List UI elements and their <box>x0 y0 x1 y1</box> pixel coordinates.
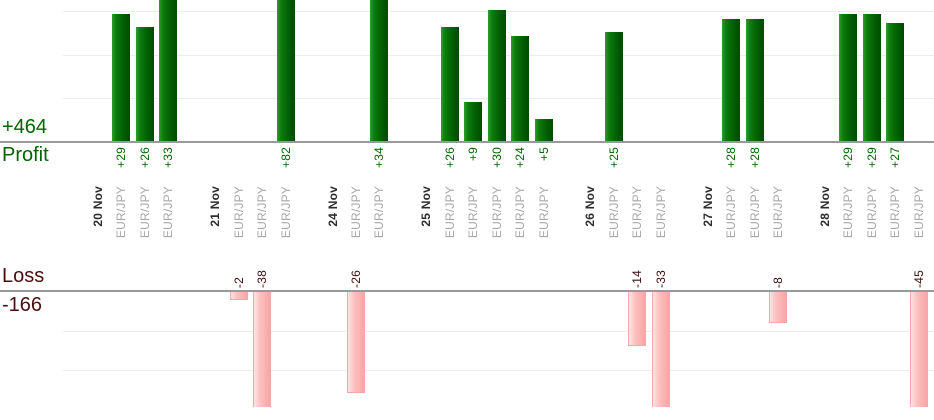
profit-bar <box>511 36 530 141</box>
profit-bar <box>862 14 881 141</box>
trade-value-label: -33 <box>653 270 668 288</box>
trade-value-label: -8 <box>771 276 786 288</box>
profit-plot-area <box>0 0 934 141</box>
symbol-label: EUR/JPY <box>841 186 856 239</box>
trade-value-label: +29 <box>841 147 856 168</box>
symbol-label: EUR/JPY <box>536 186 551 239</box>
profit-bar <box>722 18 741 141</box>
loss-axis-line <box>0 290 934 292</box>
symbol-label: EUR/JPY <box>771 186 786 239</box>
profit-bar <box>839 14 858 141</box>
loss-bar <box>651 292 670 407</box>
trade-value-label: +34 <box>372 147 387 168</box>
date-label: 20 Nov <box>91 186 105 227</box>
symbol-label: EUR/JPY <box>372 186 387 239</box>
profit-bar <box>159 0 178 141</box>
profit-bar <box>464 101 483 141</box>
trade-value-label: +33 <box>161 147 176 168</box>
loss-bar <box>253 292 272 407</box>
profit-bar <box>745 18 764 141</box>
symbol-label: EUR/JPY <box>489 186 504 239</box>
trade-value-label: +27 <box>888 147 903 168</box>
symbol-label: EUR/JPY <box>653 186 668 239</box>
profit-bar <box>370 0 389 141</box>
symbol-label: EUR/JPY <box>911 186 926 239</box>
symbol-label: EUR/JPY <box>231 186 246 239</box>
profit-bar <box>135 27 154 141</box>
trade-value-label: -14 <box>630 270 645 288</box>
trade-value-label: +26 <box>137 147 152 168</box>
trade-value-label: +28 <box>747 147 762 168</box>
loss-plot-area <box>0 292 934 407</box>
trade-value-label: -26 <box>348 270 363 288</box>
symbol-label: EUR/JPY <box>137 186 152 239</box>
profit-bar <box>604 31 623 141</box>
trade-value-label: +29 <box>864 147 879 168</box>
symbol-label: EUR/JPY <box>348 186 363 239</box>
trade-value-label: +9 <box>466 147 481 162</box>
trade-value-label: +24 <box>513 147 528 168</box>
loss-gridline <box>63 331 934 332</box>
trade-value-label: -2 <box>231 276 246 288</box>
trade-value-label: -38 <box>255 270 270 288</box>
symbol-label: EUR/JPY <box>278 186 293 239</box>
date-label: 24 Nov <box>325 186 340 227</box>
profit-bar <box>487 9 506 141</box>
symbol-label: EUR/JPY <box>161 186 176 239</box>
symbol-label: EUR/JPY <box>513 186 528 239</box>
date-label: 26 Nov <box>583 186 598 227</box>
profit-caption: Profit <box>2 144 49 166</box>
symbol-label: EUR/JPY <box>864 186 879 239</box>
profit-bar <box>534 119 553 141</box>
loss-total: -166 <box>2 294 43 316</box>
loss-bar <box>229 292 248 300</box>
profit-bar <box>440 27 459 141</box>
symbol-label: EUR/JPY <box>747 186 762 239</box>
trade-value-label: +30 <box>489 147 504 168</box>
date-label: 21 Nov <box>208 186 223 227</box>
symbol-label: EUR/JPY <box>442 186 457 239</box>
trade-value-label: +25 <box>606 147 621 168</box>
trade-value-label: -45 <box>911 270 926 288</box>
profit-axis-line <box>0 141 934 143</box>
trade-value-label: +26 <box>442 147 457 168</box>
loss-bar <box>628 292 647 347</box>
profit-bar <box>112 14 131 141</box>
date-label: 28 Nov <box>817 186 832 227</box>
profit-bar <box>886 23 905 141</box>
symbol-label: EUR/JPY <box>114 186 129 239</box>
symbol-label: EUR/JPY <box>255 186 270 239</box>
symbol-label: EUR/JPY <box>606 186 621 239</box>
loss-bar <box>909 292 928 407</box>
loss-gridline <box>63 370 934 371</box>
trade-value-label: +82 <box>278 147 293 168</box>
date-label: 27 Nov <box>700 186 715 227</box>
symbol-label: EUR/JPY <box>724 186 739 239</box>
profit-total: +464 <box>2 116 48 138</box>
trade-value-label: +5 <box>536 147 551 162</box>
loss-caption: Loss <box>2 265 45 287</box>
loss-bar <box>769 292 788 324</box>
symbol-label: EUR/JPY <box>466 186 481 239</box>
date-label: 25 Nov <box>419 186 434 227</box>
symbol-label: EUR/JPY <box>630 186 645 239</box>
trade-value-label: +28 <box>724 147 739 168</box>
profit-bar <box>276 0 295 141</box>
trade-value-label: +29 <box>114 147 129 168</box>
loss-bar <box>346 292 365 393</box>
symbol-label: EUR/JPY <box>888 186 903 239</box>
